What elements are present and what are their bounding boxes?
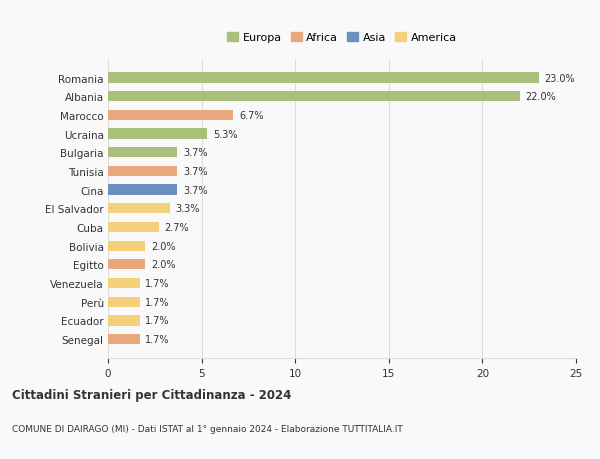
Text: 1.7%: 1.7% [145,316,170,326]
Text: 2.0%: 2.0% [151,260,176,270]
Text: 3.7%: 3.7% [183,185,208,195]
Text: 2.0%: 2.0% [151,241,176,251]
Bar [108,204,170,214]
Text: 3.3%: 3.3% [175,204,200,214]
Text: 22.0%: 22.0% [526,92,556,102]
Text: 6.7%: 6.7% [239,111,263,121]
Text: 2.7%: 2.7% [164,223,189,232]
Bar [108,167,177,177]
Text: 1.7%: 1.7% [145,297,170,307]
Bar [108,241,145,251]
Bar [108,260,145,270]
Bar [108,92,520,102]
Bar [108,297,140,307]
Text: 1.7%: 1.7% [145,334,170,344]
Bar [108,73,539,84]
Bar [108,185,177,196]
Text: 3.7%: 3.7% [183,167,208,177]
Bar [108,148,177,158]
Text: 5.3%: 5.3% [213,129,238,139]
Bar [108,316,140,326]
Legend: Europa, Africa, Asia, America: Europa, Africa, Asia, America [224,29,460,46]
Bar [108,278,140,289]
Text: 23.0%: 23.0% [544,73,575,84]
Bar [108,129,207,140]
Bar [108,111,233,121]
Text: 1.7%: 1.7% [145,279,170,288]
Bar [108,334,140,344]
Text: COMUNE DI DAIRAGO (MI) - Dati ISTAT al 1° gennaio 2024 - Elaborazione TUTTITALIA: COMUNE DI DAIRAGO (MI) - Dati ISTAT al 1… [12,425,403,434]
Text: 3.7%: 3.7% [183,148,208,158]
Text: Cittadini Stranieri per Cittadinanza - 2024: Cittadini Stranieri per Cittadinanza - 2… [12,388,292,401]
Bar [108,222,158,233]
